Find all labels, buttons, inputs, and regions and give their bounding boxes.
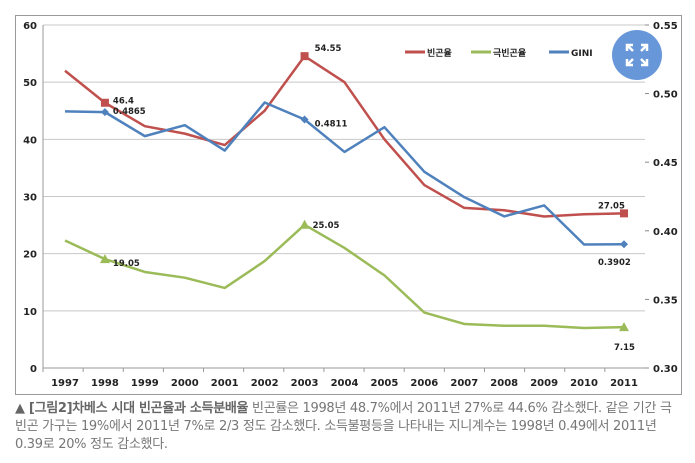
data-label: 0.3902 bbox=[598, 258, 631, 268]
figure-caption: ▲ [그림2]차베스 시대 빈곤율과 소득분배율 빈곤률은 1998년 48.7… bbox=[15, 400, 685, 454]
caption-title: ▲ [그림2]차베스 시대 빈곤율과 소득분배율 bbox=[15, 401, 249, 416]
data-point-marker bbox=[300, 52, 309, 61]
data-point-marker bbox=[620, 209, 628, 218]
legend-label: 극빈곤율 bbox=[493, 47, 526, 59]
data-label: 46.4 bbox=[113, 97, 134, 107]
data-point-marker bbox=[100, 98, 109, 107]
x-tick-label: 2007 bbox=[450, 378, 478, 389]
data-label: 0.4811 bbox=[315, 120, 348, 130]
x-tick-label: 2006 bbox=[410, 378, 438, 389]
right-tick-label: 0.45 bbox=[653, 158, 678, 169]
x-tick-label: 2002 bbox=[251, 378, 279, 389]
legend-label: GINI bbox=[571, 49, 593, 59]
data-label: 0.4865 bbox=[113, 107, 146, 117]
right-tick-label: 0.40 bbox=[653, 227, 678, 238]
right-tick-label: 0.30 bbox=[653, 364, 678, 375]
x-tick-label: 2008 bbox=[490, 378, 518, 389]
x-tick-label: 2009 bbox=[530, 378, 558, 389]
x-tick-label: 2011 bbox=[610, 378, 638, 389]
expand-button[interactable] bbox=[612, 30, 662, 80]
right-tick-label: 0.35 bbox=[653, 295, 678, 306]
data-label: 19.05 bbox=[113, 259, 140, 269]
line-chart: 0 10 20 30 40 50 60 0.30 0.35 0.40 0.45 0.50 0.55 199… bbox=[23, 21, 678, 389]
expand-arrows-icon bbox=[625, 43, 649, 67]
data-label: 27.05 bbox=[598, 201, 625, 211]
left-tick-label: 50 bbox=[23, 78, 37, 89]
x-tick-label: 2004 bbox=[331, 378, 359, 389]
left-tick-label: 60 bbox=[23, 21, 37, 32]
data-label: 54.55 bbox=[315, 44, 342, 54]
series-line-빈곤율 bbox=[64, 54, 625, 218]
data-point-marker bbox=[300, 115, 309, 124]
x-tick-label: 2000 bbox=[171, 378, 199, 389]
left-tick-label: 30 bbox=[23, 193, 37, 204]
series-line-극빈곤율 bbox=[64, 223, 625, 330]
left-tick-label: 10 bbox=[23, 307, 37, 318]
series-line-GINI bbox=[64, 101, 625, 246]
data-point-marker bbox=[299, 219, 310, 229]
right-tick-label: 0.55 bbox=[653, 21, 678, 32]
x-tick-label: 2010 bbox=[570, 378, 598, 389]
x-tick-label: 1998 bbox=[91, 378, 119, 389]
left-tick-label: 40 bbox=[23, 135, 37, 146]
x-tick-label: 2001 bbox=[211, 378, 239, 389]
x-tick-label: 1997 bbox=[51, 378, 79, 389]
left-tick-label: 20 bbox=[23, 250, 37, 261]
data-point-marker bbox=[100, 108, 109, 117]
caption-body: 빈곤률은 1998년 48.7%에서 2011년 27%로 44.6% 감소했다… bbox=[15, 401, 672, 452]
x-tick-label: 1999 bbox=[131, 378, 159, 389]
chart-frame bbox=[15, 15, 682, 395]
x-tick-label: 2005 bbox=[371, 378, 399, 389]
data-label: 25.05 bbox=[313, 221, 340, 231]
data-point-marker bbox=[619, 322, 629, 332]
data-point-marker bbox=[99, 254, 110, 264]
left-tick-label: 0 bbox=[30, 364, 37, 375]
legend-label: 빈곤율 bbox=[427, 47, 452, 59]
data-label: 7.15 bbox=[614, 343, 635, 353]
x-tick-label: 2003 bbox=[291, 378, 319, 389]
right-tick-label: 0.50 bbox=[653, 90, 678, 101]
data-point-marker bbox=[620, 240, 628, 249]
